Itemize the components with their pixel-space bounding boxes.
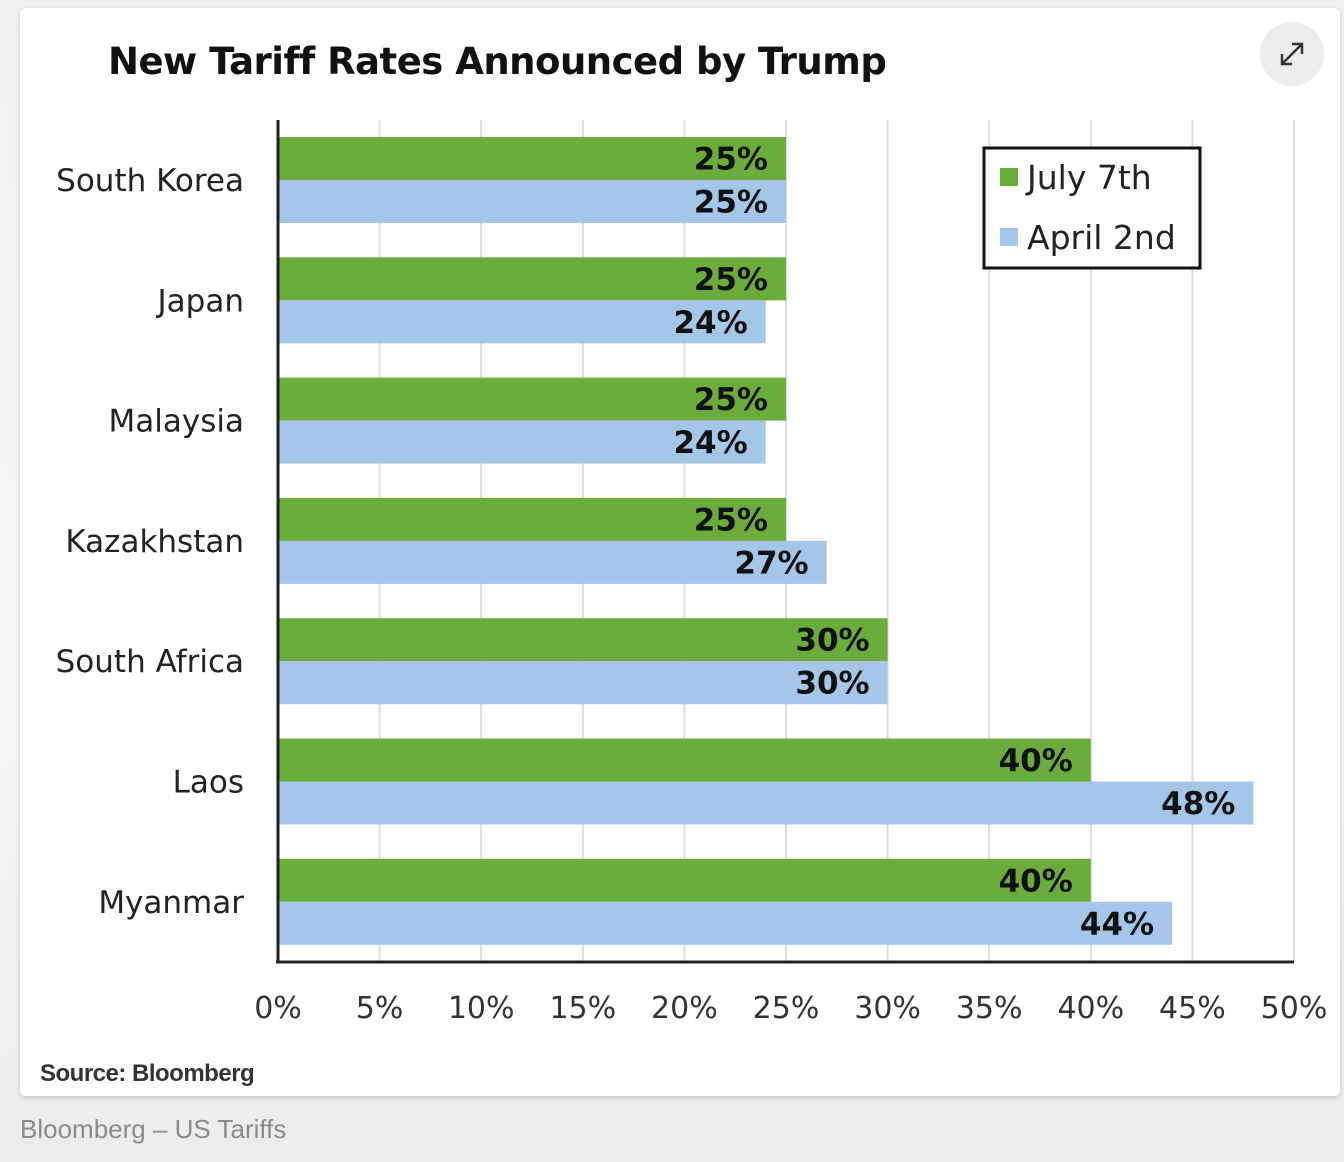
data-label: 25% [694,502,768,538]
x-tick-label: 35% [956,991,1023,1026]
image-caption: Bloomberg – US Tariffs [20,1114,287,1144]
x-tick-label: 40% [1057,991,1124,1026]
x-tick-label: 5% [356,991,404,1026]
legend-label: July 7th [1025,158,1152,197]
x-tick-label: 10% [448,991,515,1026]
x-tick-label: 25% [753,991,820,1026]
category-label: Kazakhstan [65,524,244,560]
category-label: South Africa [56,644,244,680]
bar-july-7th [278,377,786,421]
x-tick-label: 30% [854,991,921,1026]
data-label: 30% [795,623,869,659]
legend-swatch [1000,228,1018,246]
bar-july-7th [278,137,786,180]
bar-april-2nd [278,661,888,705]
bar-july-7th [278,497,786,541]
bar-april-2nd [278,781,1254,825]
data-label: 27% [734,545,808,581]
chart-source: Source: Bloomberg [40,1060,255,1087]
category-label: Malaysia [109,404,244,440]
data-label: 25% [694,262,768,298]
data-label: 44% [1080,906,1154,942]
bar-july-7th [278,618,888,662]
bar-july-7th [278,257,786,301]
x-tick-label: 0% [254,991,302,1026]
axes: 0% 5% 10% 15% 20% 25% 30% 35% 40% 45% 50% South Kor… [56,120,1328,1026]
x-tick-label: 45% [1159,991,1226,1026]
bars: 25%25%25%24%25%24%25%27%30%30%40%48%40%4… [278,137,1254,945]
data-label: 24% [673,305,747,341]
data-label: 48% [1161,786,1235,822]
legend-swatch [1000,168,1018,186]
expand-diagonal-arrows-icon [1280,42,1304,66]
bar-april-2nd [278,180,786,223]
x-tick-label: 15% [549,991,616,1026]
category-label: Laos [173,765,244,801]
x-tick-label: 50% [1261,991,1328,1026]
bar-april-2nd [278,901,1173,945]
legend-box [982,146,1202,270]
data-label: 25% [694,185,768,221]
data-label: 40% [999,863,1073,899]
bar-april-2nd [278,420,766,464]
bar-july-7th [278,858,1091,902]
legend: July 7th April 2nd [982,146,1202,270]
data-label: 24% [673,425,747,461]
bar-april-2nd [278,540,827,584]
data-label: 25% [694,142,768,178]
chart-title: New Tariff Rates Announced by Trump [108,40,887,83]
category-label: Japan [156,283,244,319]
bar-april-2nd [278,300,766,344]
expand-button[interactable] [1260,22,1324,86]
data-label: 30% [795,666,869,702]
category-label: South Korea [56,163,244,199]
category-label: Myanmar [98,885,244,921]
data-label: 40% [999,743,1073,779]
x-tick-label: 20% [651,991,718,1026]
bar-july-7th [278,738,1091,782]
data-label: 25% [694,382,768,418]
legend-label: April 2nd [1027,218,1176,257]
